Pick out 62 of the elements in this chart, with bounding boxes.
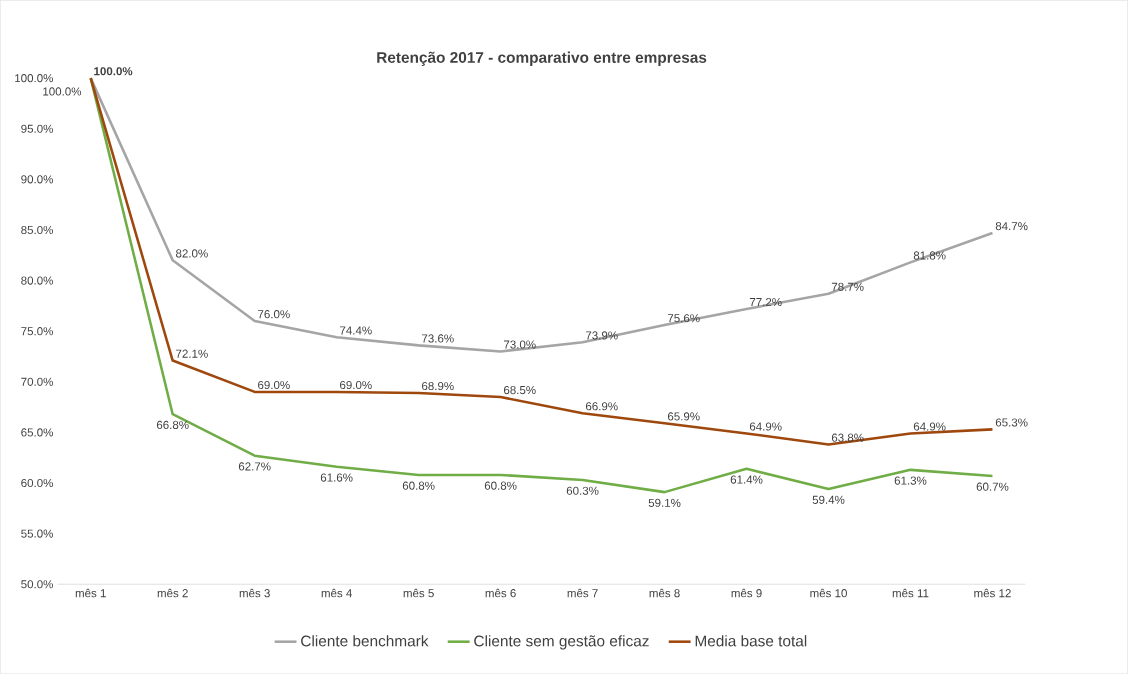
data-label: 100.0% (94, 67, 133, 76)
data-label: 65.3% (995, 418, 1028, 427)
data-label: 77.2% (749, 297, 782, 307)
data-label: 66.8% (156, 420, 189, 429)
data-label: 59.1% (648, 498, 681, 507)
x-tick-label: mês 11 (892, 588, 929, 598)
data-label: 81.8% (913, 251, 946, 260)
legend-label: Cliente benchmark (301, 635, 429, 647)
data-label: 66.9% (585, 402, 618, 411)
data-label: 60.7% (976, 482, 1009, 491)
data-label: 75.6% (667, 314, 700, 323)
x-tick-label: mês 9 (731, 588, 762, 598)
x-tick-label: mês 8 (649, 588, 680, 598)
data-label: 61.3% (894, 476, 927, 485)
y-tick-label: 65.0% (21, 428, 53, 437)
data-label: 60.3% (566, 486, 599, 495)
data-label: 61.4% (730, 475, 763, 484)
data-label: 73.9% (585, 331, 618, 340)
data-label: 84.7% (995, 221, 1028, 231)
y-tick-label: 85.0% (21, 225, 53, 234)
data-label: 62.7% (238, 462, 271, 471)
data-label: 64.9% (913, 422, 946, 431)
data-label: 59.4% (812, 495, 845, 504)
y-tick-label: 95.0% (21, 124, 53, 133)
x-tick-label: mês 4 (321, 588, 352, 598)
chart-title: Retenção 2017 - comparativo entre empresas (377, 51, 707, 66)
data-label: 61.6% (320, 473, 353, 482)
x-tick-label: mês 7 (567, 588, 598, 598)
data-label: 69.0% (340, 380, 372, 390)
y-tick-label: 70.0% (21, 377, 53, 386)
y-tick-label: 55.0% (21, 529, 53, 538)
x-tick-label: mês 12 (974, 588, 1011, 598)
legend-label: Media base total (695, 635, 807, 647)
x-tick-label: mês 6 (485, 588, 516, 598)
y-tick-label: 80.0% (21, 276, 53, 285)
data-label: 73.0% (504, 340, 536, 349)
x-tick-label: mês 5 (403, 588, 434, 598)
data-label: 60.8% (402, 481, 435, 490)
y-tick-label: 50.0% (21, 580, 53, 589)
data-label: 68.5% (504, 385, 536, 395)
x-tick-label: mês 10 (810, 588, 847, 598)
data-label: 78.7% (831, 282, 864, 291)
data-label: 82.0% (176, 249, 208, 258)
data-label: 69.0% (258, 380, 290, 390)
data-label: 60.8% (484, 481, 517, 490)
y-tick-label: 100.0% (15, 73, 53, 83)
data-label: 100.0% (43, 87, 82, 96)
data-label: 76.0% (258, 310, 290, 319)
x-tick-label: mês 1 (75, 588, 106, 598)
data-label: 74.4% (340, 326, 372, 335)
data-label: 64.9% (749, 422, 782, 431)
x-tick-label: mês 2 (157, 588, 188, 598)
data-label: 63.8% (831, 433, 864, 442)
data-label: 68.9% (422, 381, 454, 391)
data-label: 65.9% (667, 412, 700, 421)
data-label: 73.6% (422, 334, 454, 343)
y-tick-label: 75.0% (21, 327, 53, 336)
y-tick-label: 60.0% (21, 478, 53, 488)
data-label: 72.1% (176, 349, 208, 358)
x-tick-label: mês 3 (239, 588, 270, 598)
legend-label: Cliente sem gestão eficaz (474, 635, 649, 650)
y-tick-label: 90.0% (21, 175, 53, 184)
